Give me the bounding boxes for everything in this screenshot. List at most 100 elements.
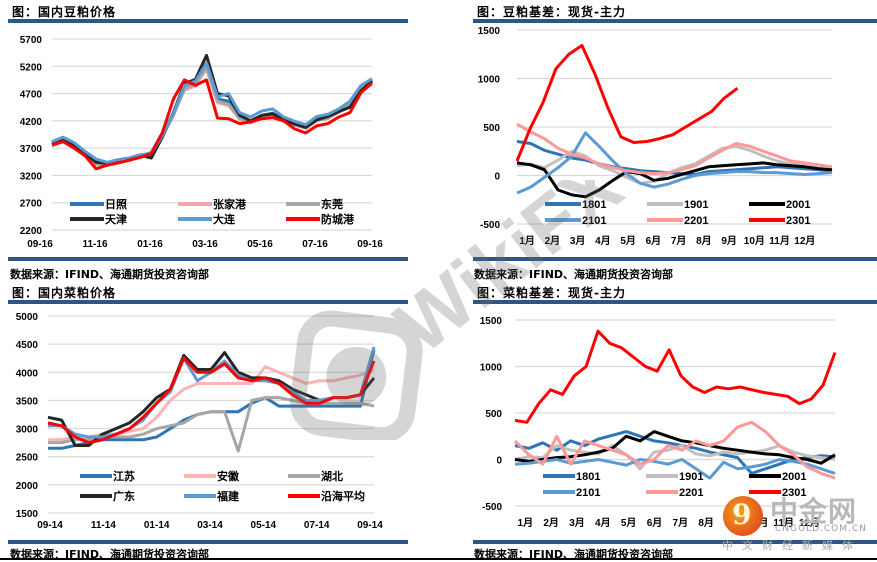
- legend-label: 大连: [213, 212, 236, 226]
- y-tick-label: 500: [483, 123, 500, 134]
- title-divider: [473, 300, 877, 304]
- legend-label: 江苏: [113, 469, 135, 483]
- legend-label: 1801: [576, 471, 600, 483]
- legend-label: 2201: [684, 215, 708, 227]
- x-tick-label: 11月: [773, 517, 794, 529]
- x-tick-label: 09-14: [357, 520, 383, 531]
- x-tick-label: 5月: [620, 235, 636, 247]
- y-tick-label: 0: [496, 456, 502, 467]
- x-tick-label: 7月: [671, 235, 687, 247]
- legend-label: 2001: [786, 199, 810, 211]
- y-tick-label: -500: [480, 220, 500, 231]
- legend-label: 2001: [782, 471, 806, 483]
- soymeal-basis-source: 数据来源：IFIND、海通期货投资咨询部: [474, 268, 674, 281]
- y-tick-label: 2500: [16, 453, 39, 464]
- y-tick-label: 5200: [20, 62, 43, 73]
- x-tick-label: 5月: [621, 517, 637, 529]
- cngold-logo-icon: 9: [723, 496, 763, 536]
- legend-label: 天津: [105, 212, 127, 226]
- y-tick-label: 5000: [16, 312, 39, 323]
- y-tick-label: 4700: [20, 90, 43, 101]
- source-divider: [473, 257, 877, 261]
- y-tick-label: 5700: [20, 35, 43, 46]
- x-tick-label: 4月: [595, 517, 611, 529]
- x-tick-label: 09-16: [27, 239, 53, 250]
- legend-label: 2101: [582, 215, 606, 227]
- x-tick-label: 01-14: [144, 520, 170, 531]
- x-tick-label: 07-14: [304, 520, 330, 531]
- y-tick-label: 3700: [20, 144, 43, 155]
- x-tick-label: 07-16: [302, 239, 328, 250]
- legend-label: 2301: [786, 215, 810, 227]
- rapemeal-basis-title: 图：菜粕基差：现货-主力: [477, 286, 626, 300]
- source-divider: [8, 540, 408, 544]
- cngold-brand-cn: 中金网: [770, 495, 858, 528]
- cngold-brand-en: CNGOLD.COM.CN: [775, 524, 867, 534]
- y-tick-label: 2200: [20, 226, 43, 237]
- legend-label: 张家港: [213, 197, 247, 211]
- soymeal-price-title: 图：国内豆粕价格: [12, 5, 117, 19]
- x-tick-label: 05-16: [247, 239, 273, 250]
- legend-label: 湖北: [321, 469, 343, 483]
- x-tick-label: 7月: [673, 517, 689, 529]
- y-tick-label: 0: [494, 172, 500, 183]
- series-line-2301: [515, 44, 739, 162]
- x-tick-label: 2月: [545, 235, 561, 247]
- x-tick-label: 10月: [744, 235, 765, 247]
- x-tick-label: 11-16: [82, 239, 107, 250]
- series-line-天津: [51, 53, 373, 165]
- legend-label: 1901: [684, 199, 708, 211]
- cngold-brand-sub: 中文财经新媒体: [722, 539, 862, 552]
- x-tick-label: 8月: [696, 235, 712, 247]
- rapemeal-price-title: 图：国内菜粕价格: [12, 286, 117, 300]
- title-divider: [8, 300, 408, 304]
- y-tick-label: 3200: [20, 171, 43, 182]
- y-tick-label: 4000: [16, 368, 39, 379]
- x-tick-label: 2月: [543, 517, 559, 529]
- y-tick-label: 2700: [20, 199, 43, 210]
- y-tick-label: -500: [482, 502, 502, 513]
- x-tick-label: 12月: [799, 517, 820, 529]
- series-line-2201: [513, 420, 836, 480]
- y-tick-label: 4500: [16, 340, 39, 351]
- title-divider: [8, 19, 408, 23]
- x-tick-label: 8月: [698, 517, 714, 529]
- x-tick-label: 4月: [595, 235, 611, 247]
- legend-label: 日照: [105, 198, 127, 211]
- rapemeal-basis-source: 数据来源：IFIND、海通期货投资咨询部: [474, 548, 674, 561]
- x-tick-label: 9月: [721, 235, 737, 247]
- y-tick-label: 3500: [16, 396, 39, 407]
- x-tick-label: 03-16: [192, 239, 218, 250]
- x-tick-label: 11-14: [91, 520, 116, 531]
- soymeal-basis-chart: 1500 1000 500 0 -500 1月 2月 3月 4月 5月 6月 7月 8月 9月 10月 11月…: [478, 26, 833, 247]
- y-tick-label: 1500: [480, 316, 503, 327]
- soymeal-price-chart: 5700 5200 4700 4200 3700 3200 2700 2200 09-16 11-…: [20, 35, 383, 250]
- y-tick-label: 1500: [478, 26, 501, 37]
- series-line-沿海平均: [47, 356, 376, 445]
- y-tick-label: 1000: [480, 363, 503, 374]
- x-tick-label: 09-14: [37, 520, 63, 531]
- page-bottom-rule: [0, 558, 877, 560]
- legend-label: 2201: [679, 487, 703, 499]
- x-tick-label: 3月: [570, 235, 586, 247]
- series-line-1801: [514, 430, 836, 475]
- legend-label: 广东: [113, 489, 135, 503]
- x-tick-label: 3月: [569, 517, 585, 529]
- y-tick-label: 2000: [16, 481, 39, 492]
- x-tick-label: 01-16: [137, 239, 163, 250]
- x-tick-label: 12月: [794, 235, 815, 247]
- y-tick-label: 3000: [16, 425, 39, 436]
- y-tick-label: 1000: [478, 75, 501, 86]
- legend-label: 1801: [582, 199, 606, 211]
- x-tick-label: 11月: [769, 235, 790, 247]
- x-tick-label: 1月: [519, 235, 535, 247]
- x-tick-label: 03-14: [197, 520, 223, 531]
- soymeal-basis-title: 图：豆粕基差：现货-主力: [477, 5, 626, 19]
- y-tick-label: 4200: [20, 117, 43, 128]
- x-tick-label: 6月: [647, 517, 663, 529]
- series-line-2201: [516, 122, 833, 176]
- x-tick-label: 6月: [646, 235, 662, 247]
- rapemeal-price-source: 数据来源：IFIND、海通期货投资咨询部: [10, 548, 210, 561]
- x-tick-label: 09-16: [357, 239, 383, 250]
